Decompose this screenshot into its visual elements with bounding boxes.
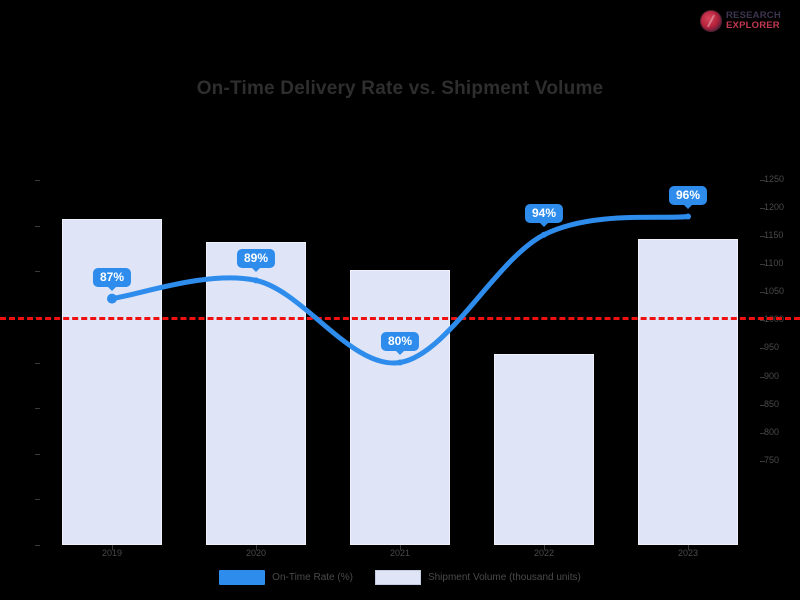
legend-swatch-bar-icon [374,570,421,585]
x-axis-tick-2021: 2021 [389,548,411,558]
line-point-2023 [685,213,691,220]
y-axis-right-tick-mark [760,292,765,294]
y-axis-left-tick-mark [35,545,40,546]
x-axis-tick-2022: 2022 [533,548,555,558]
brand-logo: RESEARCH EXPLORER [700,6,792,36]
plot-area: 1009590858075706560 12501200115011001050… [0,174,800,558]
legend-item-bar[interactable]: Shipment Volume (thousand units) [374,570,581,585]
y-axis-right-tick: 750 [764,454,780,465]
target-threshold-line [0,316,800,320]
y-axis-right-tick-mark [760,236,765,238]
x-axis-tick-mark [112,545,113,550]
line-series [107,213,691,366]
data-label-2021: 80% [380,331,420,355]
y-axis-left-tick-mark [35,225,40,227]
x-axis-tick-mark [256,545,257,550]
legend-item-line[interactable]: On-Time Rate (%) [219,570,353,585]
y-axis-right-tick-mark [760,432,765,434]
logo-wordmark: RESEARCH EXPLORER [726,11,781,31]
line-point-2020 [253,277,259,284]
line-series-points [107,213,691,366]
y-axis-right-tick-mark [760,460,765,462]
y-axis-left-tick-mark [35,499,40,501]
y-axis-right-tick: 1100 [764,258,784,269]
y-axis-right-tick: 950 [764,342,780,353]
data-label-2022: 94% [524,203,564,227]
bar-2020 [205,241,307,545]
chart-title: On-Time Delivery Rate vs. Shipment Volum… [196,78,604,99]
circular-burst-logo-icon [700,10,722,32]
y-axis-right-tick: 900 [764,370,780,381]
chart-legend: On-Time Rate (%) Shipment Volume (thousa… [0,570,800,585]
y-axis-right-tick: 800 [764,426,780,437]
bar-2021 [349,269,451,545]
legend-label-bar: Shipment Volume (thousand units) [427,572,581,583]
y-axis-right-tick: 1050 [764,286,785,297]
x-axis-tick-2020: 2020 [245,548,267,558]
y-axis-left-tick-mark [35,180,40,181]
y-axis-right-tick: 1250 [764,174,785,184]
logo-line-2: EXPLORER [726,20,780,31]
x-axis-tick-mark [400,545,401,550]
legend-label-line: On-Time Rate (%) [272,572,353,583]
line-point-2022 [541,231,547,238]
data-label-2019: 87% [92,267,132,291]
legend-swatch-line-icon [219,570,266,585]
line-point-2021 [397,359,403,366]
y-axis-right-tick-mark [760,208,765,210]
data-label-2023: 96% [668,185,708,209]
y-axis-left-tick-mark [35,408,40,410]
bar-2022 [493,354,595,545]
x-axis-tick-2019: 2019 [101,548,123,558]
data-label-2020: 89% [236,249,276,273]
x-axis-tick-mark [688,545,689,550]
y-axis-right-tick: 1200 [764,202,785,213]
y-axis-right-tick: 1150 [764,230,784,241]
y-axis-left-tick-mark [35,362,40,364]
x-axis-tick-2023: 2023 [677,548,699,558]
y-axis-right-tick-mark [760,320,765,322]
y-axis-left-tick-mark [35,271,40,273]
y-axis-right-tick-mark [760,376,765,378]
x-axis-tick-mark [544,545,545,550]
y-axis-right-tick: 850 [764,398,780,409]
logo-line-1: RESEARCH [726,10,781,22]
line-point-2019 [107,293,117,304]
bar-2023 [637,238,739,545]
y-axis-left-tick-mark [35,453,40,455]
y-axis-right-tick-mark [760,180,765,181]
y-axis-right-tick-mark [760,264,765,266]
y-axis-right-tick-mark [760,404,765,406]
y-axis-right-tick-mark [760,348,765,350]
